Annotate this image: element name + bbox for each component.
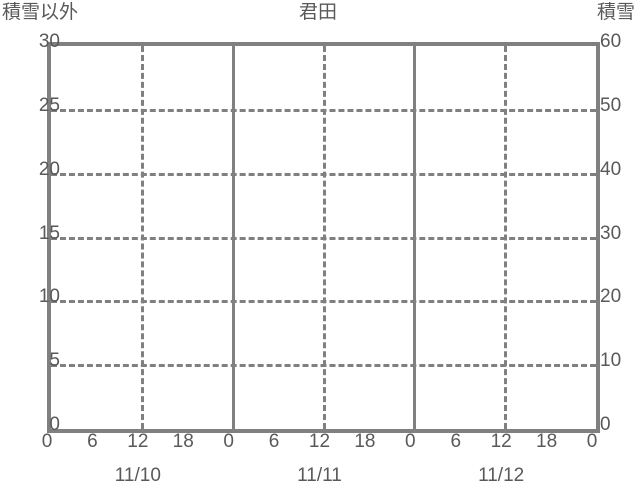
left-axis-unit-label: 積雪以外 <box>2 2 79 23</box>
x-axis-hour-tick-label: 0 <box>586 431 598 452</box>
vertical-gridline <box>322 46 326 429</box>
x-axis-hour-tick-label: 18 <box>536 431 558 452</box>
x-axis-date-label: 11/12 <box>478 465 525 486</box>
y-axis-right-tick-label: 50 <box>600 94 622 116</box>
x-axis-hour-tick-label: 0 <box>223 431 234 452</box>
y-axis-right-tick-label: 0 <box>600 414 611 435</box>
y-axis-left-tick-label: 25 <box>38 94 60 116</box>
x-axis-hour-tick-label: 0 <box>41 431 53 452</box>
x-axis-hour-tick-label: 6 <box>87 431 98 452</box>
y-axis-left-tick-label: 10 <box>38 286 60 308</box>
plot-inner-grid <box>51 46 596 429</box>
x-axis-hour-tick-label: 6 <box>268 431 280 452</box>
x-axis-date-label: 11/11 <box>297 465 342 486</box>
y-axis-right-tick-label: 10 <box>600 350 622 372</box>
y-axis-left-tick-label: 30 <box>38 31 60 52</box>
y-axis-left-tick-label: 0 <box>49 414 60 435</box>
x-axis-hour-tick-label: 18 <box>354 431 376 452</box>
y-axis-right-tick-label: 20 <box>600 286 622 308</box>
x-axis-date-label: 11/10 <box>114 465 161 486</box>
y-axis-left-tick-label: 5 <box>49 350 60 372</box>
day-boundary-line <box>231 46 235 429</box>
y-axis-left-tick-label: 20 <box>38 158 60 180</box>
x-axis-hour-tick-label: 12 <box>490 431 512 452</box>
vertical-gridline <box>504 46 508 429</box>
vertical-gridline <box>140 46 144 429</box>
x-axis-hour-tick-label: 6 <box>450 431 462 452</box>
y-axis-right-tick-label: 40 <box>600 158 622 180</box>
y-axis-right-tick-label: 60 <box>600 31 622 52</box>
x-axis-hour-tick-label: 12 <box>308 431 331 452</box>
x-axis-hour-tick-label: 18 <box>172 431 194 452</box>
y-axis-right-tick-label: 30 <box>600 222 622 244</box>
day-boundary-line <box>413 46 417 429</box>
y-axis-left-tick-label: 15 <box>38 222 60 244</box>
right-axis-unit-label: 積雪 <box>596 2 635 23</box>
plot-area <box>47 42 600 433</box>
x-axis-hour-tick-label: 0 <box>405 431 416 452</box>
x-axis-hour-tick-label: 12 <box>127 431 149 452</box>
chart-title: 君田 <box>298 2 337 23</box>
